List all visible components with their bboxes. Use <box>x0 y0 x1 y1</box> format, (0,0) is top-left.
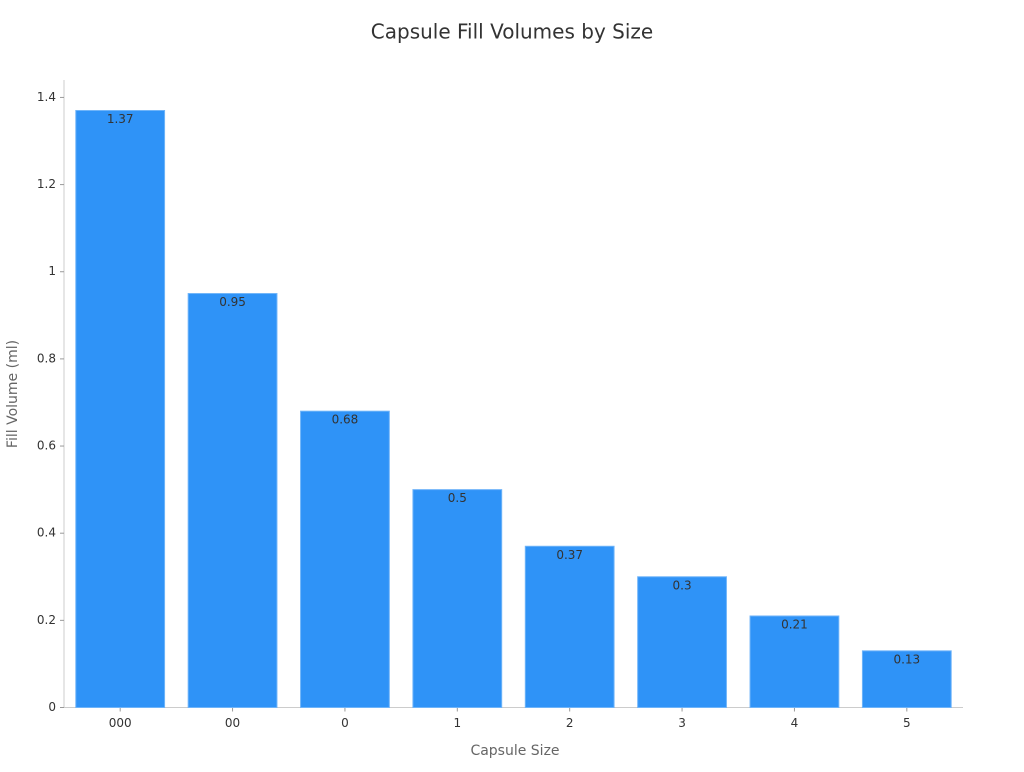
y-tick-label: 0.8 <box>37 351 56 365</box>
x-tick-label: 00 <box>225 716 240 730</box>
y-tick-label: 1.2 <box>37 177 56 191</box>
bar <box>637 576 727 708</box>
x-tick-label: 1 <box>453 716 461 730</box>
bar <box>187 293 278 708</box>
data-label: 0.95 <box>219 295 246 309</box>
y-tick-label: 1.4 <box>37 90 56 104</box>
data-label: 0.13 <box>893 652 920 666</box>
y-tick-label: 0.6 <box>37 439 56 453</box>
y-tick-label: 0.2 <box>37 613 56 627</box>
data-label: 0.37 <box>556 548 583 562</box>
chart-title: Capsule Fill Volumes by Size <box>371 20 653 44</box>
data-label: 0.3 <box>673 578 692 592</box>
x-tick-label: 4 <box>791 716 799 730</box>
x-tick-label: 000 <box>109 716 132 730</box>
x-tick-label: 3 <box>678 716 686 730</box>
y-tick-label: 0.4 <box>37 526 56 540</box>
y-tick-label: 1 <box>48 264 56 278</box>
data-label: 1.37 <box>107 112 134 126</box>
bar <box>300 410 390 708</box>
bar <box>524 545 615 708</box>
x-axis-label: Capsule Size <box>470 743 559 759</box>
bar <box>412 489 503 708</box>
bar <box>861 650 952 709</box>
y-axis-label: Fill Volume (ml) <box>5 340 21 448</box>
y-tick-label: 0 <box>48 700 56 714</box>
x-tick-label: 5 <box>903 716 911 730</box>
data-label: 0.68 <box>332 413 359 427</box>
data-label: 0.5 <box>448 491 467 505</box>
bar <box>749 615 840 708</box>
bar <box>75 110 166 708</box>
x-tick-label: 2 <box>566 716 574 730</box>
x-tick-label: 0 <box>341 716 349 730</box>
data-label: 0.21 <box>781 617 808 631</box>
